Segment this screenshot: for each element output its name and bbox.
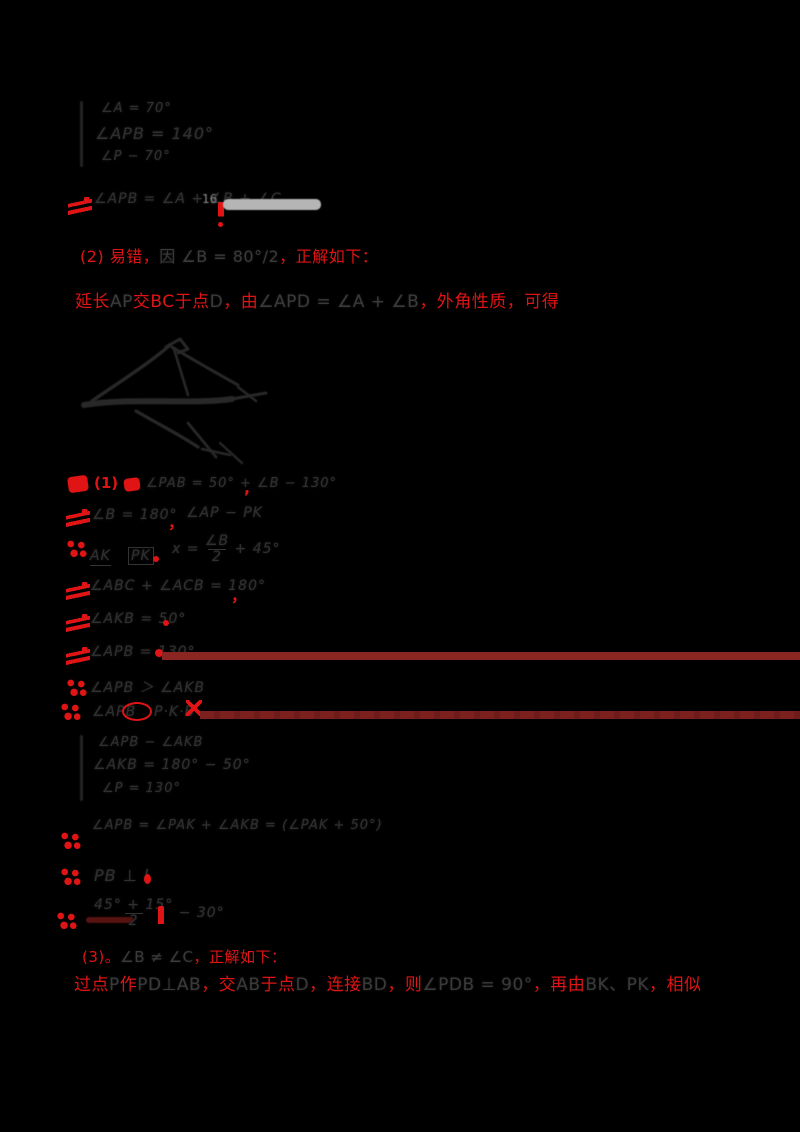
note-segment: ，由 [223, 292, 259, 312]
red-comma-mark: ， [168, 513, 185, 532]
note-segment: 交BC于点 [132, 292, 210, 312]
fraction-numerator: 45° + 15° [94, 897, 174, 913]
equation-term: PK [128, 547, 154, 565]
note-segment: P [109, 975, 120, 995]
note-segment: D [209, 292, 224, 312]
note-segment: 过点 [74, 975, 109, 995]
note-segment: ，再由 [532, 975, 586, 995]
red-comma-mark: , [244, 478, 251, 497]
grading-blob-mark [123, 476, 141, 493]
equation-line: ∠ABC + ∠ACB = 180° [90, 578, 266, 594]
equation-line: ∠APB − ∠AKB [98, 735, 204, 750]
grading-dots-mark [58, 832, 82, 850]
system-bracket [80, 735, 83, 801]
red-dot-mark [153, 556, 159, 562]
note-segment: BK、PK [585, 975, 650, 995]
equation-term: AK [90, 548, 111, 566]
part-label: (1) [94, 474, 119, 492]
red-dot-mark [218, 222, 223, 227]
red-bar-mark [158, 906, 164, 926]
fraction: 45° + 15° 2 [94, 898, 173, 928]
note-segment: 于点 [260, 975, 296, 995]
grading-check-mark [66, 509, 90, 527]
note-segment: D [295, 975, 310, 995]
note-segment: BD [361, 975, 388, 995]
boxed-term: PK [128, 547, 154, 565]
red-underline-bar [200, 711, 800, 719]
equation-line: ∠APB ＞ ∠AKB [90, 680, 205, 696]
note-segment: (3)。 [82, 948, 121, 966]
equation-line: ∠PAB = 50° + ∠B − 130° [146, 476, 338, 491]
note-segment: (2) 易错， [80, 247, 160, 266]
note-segment: ∠APD = ∠A + ∠B [258, 292, 420, 312]
gray-highlight-streak [223, 199, 321, 210]
red-x-mark [186, 700, 202, 716]
note-segment: ，正解如下： [279, 247, 379, 266]
geometry-sketch [81, 337, 268, 465]
note-segment: AP [110, 292, 133, 312]
red-circle-mark [122, 702, 152, 721]
equation-line: ∠A = 70° [101, 101, 172, 116]
fraction-tail: − 30° [178, 905, 225, 922]
teacher-note-1: (2) 易错，因 ∠B = 80°∕2，正解如下： [80, 243, 378, 267]
grading-dots-mark [58, 703, 82, 721]
red-dot-mark [155, 649, 163, 657]
red-dot-mark [163, 620, 169, 626]
note-segment: 因 ∠B = 80°∕2 [159, 247, 280, 266]
grading-dots-mark [54, 912, 78, 930]
fraction-numerator: ∠B [204, 533, 230, 549]
note-segment: ，则 [387, 975, 423, 995]
grading-dots-mark [58, 868, 82, 886]
note-segment: AB [236, 975, 261, 995]
red-exclamation-mark [218, 202, 224, 218]
equation-line: P·K·B [154, 704, 196, 720]
fraction-expression: x = ∠B 2 + 45° [172, 534, 281, 564]
note-segment: ，交 [201, 975, 237, 995]
grading-check-mark [68, 197, 92, 215]
equation-line: ∠P = 130° [102, 781, 181, 796]
note-segment: PD⊥AB [137, 975, 202, 995]
fraction-expression: 45° + 15° 2 − 30° [94, 898, 225, 928]
grading-check-mark [66, 582, 90, 600]
margin-note: 16 [202, 192, 218, 206]
equation-line: ∠APB = 140° [95, 124, 215, 143]
grading-dots-mark [64, 679, 88, 697]
red-underline-bar [162, 652, 800, 660]
teacher-note-3: (3)。∠B ≠ ∠C，正解如下： [82, 946, 287, 967]
teacher-note-2: 延长AP交BC于点D，由∠APD = ∠A + ∠B，外角性质，可得 [75, 287, 559, 312]
note-segment: ，外角性质，可得 [419, 292, 560, 312]
fraction-denominator: 2 [124, 912, 143, 929]
equation-line: ∠P − 70° [101, 149, 171, 164]
note-segment: ∠B ≠ ∠C [120, 948, 194, 966]
equation-line: PB ⊥ l [94, 866, 150, 885]
equation-line: ∠APB = ∠PAK + ∠AKB = (∠PAK + 50°) [92, 818, 383, 833]
underlined-term: AK [90, 548, 111, 566]
grading-dots-mark [64, 540, 88, 558]
fraction-tail: + 45° [234, 541, 281, 558]
red-comma-mark: ， [231, 586, 248, 605]
fraction-lhs: x = [172, 541, 200, 558]
red-dot-mark [144, 874, 151, 884]
note-segment: ，正解如下： [193, 948, 287, 966]
equation-line: ∠AKB = 50° [90, 611, 187, 627]
note-segment: ，相似 [649, 975, 702, 995]
note-segment: 作 [119, 975, 138, 995]
dark-red-streak [86, 917, 134, 923]
note-segment: ∠PDB = 90° [422, 975, 533, 995]
fraction-denominator: 2 [208, 548, 226, 565]
teacher-note-4: 过点P作PD⊥AB，交AB于点D，连接BD，则∠PDB = 90°，再由BK、P… [74, 970, 702, 995]
grading-check-mark [66, 614, 90, 632]
note-segment: 延长 [75, 292, 110, 312]
equation-line: ∠B = 180° [92, 507, 178, 523]
grading-blob-mark [66, 474, 90, 494]
system-bracket [80, 101, 83, 167]
equation-line: ∠AP − PK [186, 505, 263, 521]
grading-check-mark [66, 647, 90, 665]
fraction: ∠B 2 [205, 534, 229, 564]
equation-line: ∠AKB = 180° − 50° [93, 757, 251, 773]
note-segment: ，连接 [309, 975, 362, 995]
